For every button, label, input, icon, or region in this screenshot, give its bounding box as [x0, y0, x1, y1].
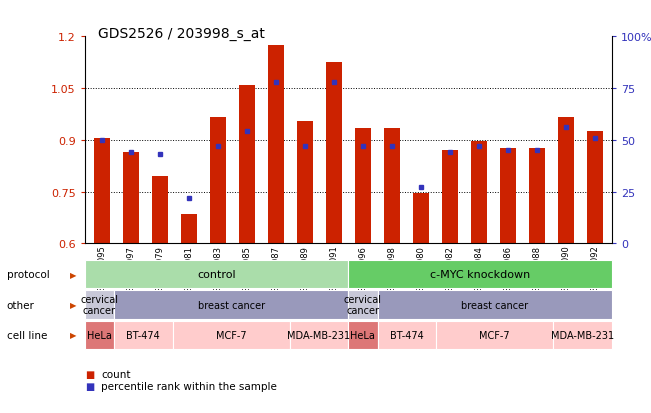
Text: HeLa: HeLa	[87, 330, 112, 340]
Bar	[500, 149, 516, 244]
Bar	[442, 151, 458, 244]
Bar	[297, 121, 312, 244]
Bar	[123, 152, 139, 244]
Bar	[378, 321, 436, 349]
Text: ▶: ▶	[70, 270, 77, 279]
Bar	[558, 118, 574, 244]
Text: ■: ■	[85, 381, 94, 391]
Bar	[471, 142, 487, 244]
Bar	[152, 177, 168, 244]
Text: breast cancer: breast cancer	[197, 300, 265, 310]
Bar	[384, 128, 400, 244]
Text: BT-474: BT-474	[126, 330, 160, 340]
Bar	[85, 261, 348, 289]
Text: count: count	[101, 369, 130, 379]
Bar	[348, 321, 378, 349]
Bar	[348, 261, 612, 289]
Text: protocol: protocol	[7, 270, 49, 280]
Bar	[85, 321, 114, 349]
Text: MDA-MB-231: MDA-MB-231	[288, 330, 350, 340]
Text: MDA-MB-231: MDA-MB-231	[551, 330, 614, 340]
Text: HeLa: HeLa	[350, 330, 376, 340]
Text: breast cancer: breast cancer	[461, 300, 529, 310]
Text: cell line: cell line	[7, 330, 47, 340]
Bar	[355, 128, 370, 244]
Bar	[210, 118, 226, 244]
Bar	[326, 63, 342, 244]
Text: percentile rank within the sample: percentile rank within the sample	[101, 381, 277, 391]
Text: c-MYC knockdown: c-MYC knockdown	[430, 270, 530, 280]
Text: GDS2526 / 203998_s_at: GDS2526 / 203998_s_at	[98, 27, 264, 41]
Bar	[413, 194, 429, 244]
Bar	[173, 321, 290, 349]
Text: MCF-7: MCF-7	[479, 330, 510, 340]
Bar	[268, 46, 284, 244]
Bar	[114, 291, 348, 319]
Bar	[114, 321, 173, 349]
Bar	[94, 139, 110, 244]
Bar	[348, 291, 378, 319]
Text: BT-474: BT-474	[390, 330, 424, 340]
Bar	[553, 321, 612, 349]
Bar	[436, 321, 553, 349]
Text: control: control	[197, 270, 236, 280]
Bar	[290, 321, 348, 349]
Bar	[587, 132, 603, 244]
Bar	[85, 291, 114, 319]
Text: other: other	[7, 300, 35, 310]
Bar	[181, 214, 197, 244]
Bar	[239, 85, 255, 244]
Text: MCF-7: MCF-7	[215, 330, 247, 340]
Bar	[529, 149, 545, 244]
Text: cervical
cancer: cervical cancer	[344, 294, 382, 315]
Text: cervical
cancer: cervical cancer	[80, 294, 118, 315]
Bar	[378, 291, 612, 319]
Text: ▶: ▶	[70, 330, 77, 339]
Text: ■: ■	[85, 369, 94, 379]
Text: ▶: ▶	[70, 300, 77, 309]
